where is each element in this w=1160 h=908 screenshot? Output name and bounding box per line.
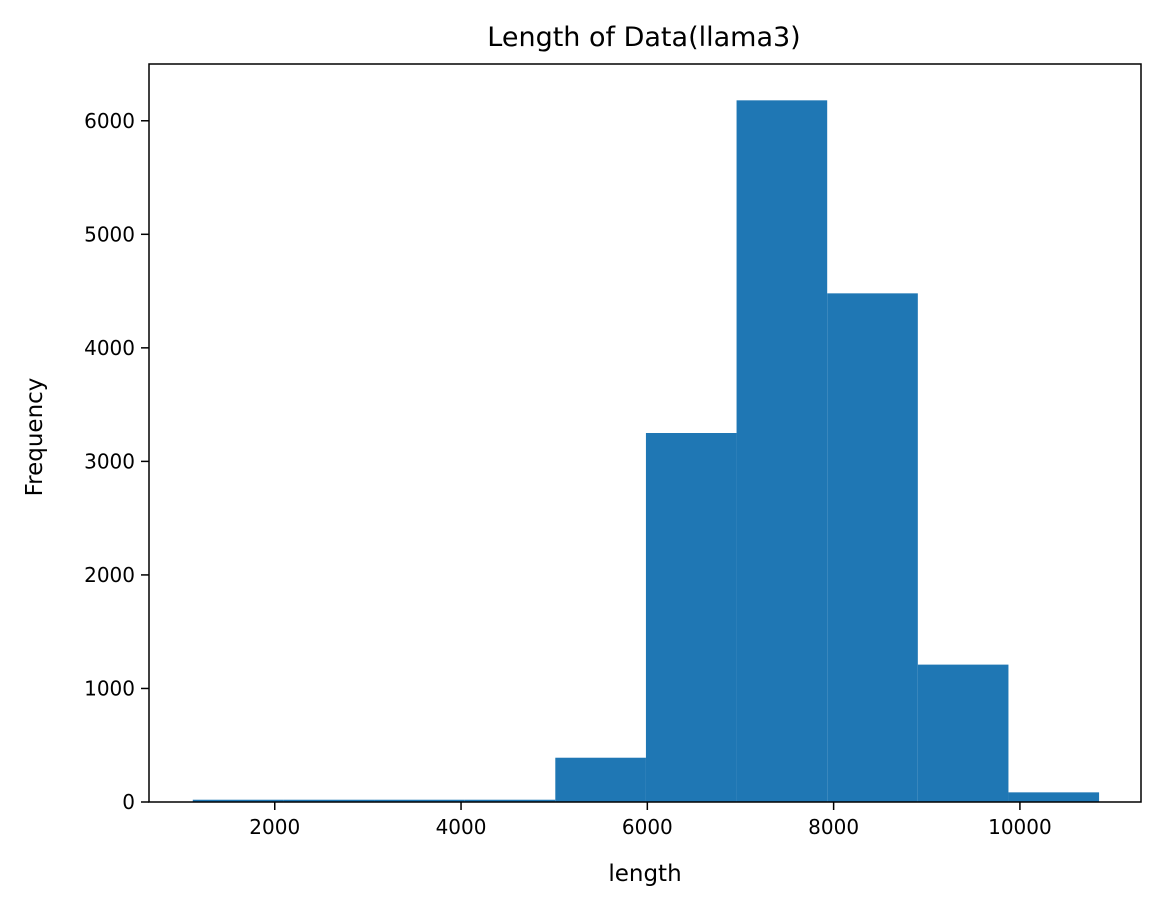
histogram-bar-7	[736, 100, 828, 803]
y-axis-label: Frequency	[22, 378, 48, 497]
histogram-bar-4	[464, 799, 556, 802]
x-tick-label: 8000	[808, 815, 859, 839]
x-axis-ticks: 2000 4000 6000 8000 10000	[249, 802, 1052, 839]
chart-title: Length of Data(llama3)	[487, 22, 800, 53]
x-tick-label: 10000	[988, 815, 1052, 839]
bars-group	[192, 100, 1100, 803]
x-tick-label: 2000	[249, 815, 300, 839]
y-tick-label: 0	[122, 790, 135, 814]
histogram-bar-9	[917, 664, 1009, 802]
histogram-bar-2	[283, 799, 375, 802]
y-tick-label: 6000	[84, 109, 135, 133]
x-tick-label: 4000	[436, 815, 487, 839]
x-tick-label: 6000	[622, 815, 673, 839]
y-axis-ticks: 0 1000 2000 3000 4000 5000 6000	[84, 109, 149, 814]
y-tick-label: 1000	[84, 676, 135, 700]
y-tick-label: 5000	[84, 222, 135, 246]
y-tick-label: 4000	[84, 336, 135, 360]
histogram-bar-6	[645, 433, 737, 802]
histogram-bar-8	[827, 293, 918, 802]
plot-frame	[148, 63, 1142, 803]
y-tick-label: 2000	[84, 563, 135, 587]
x-axis-label: length	[608, 861, 681, 887]
histogram-bar-5	[555, 757, 646, 802]
histogram-bar-10	[1008, 792, 1100, 802]
y-tick-label: 3000	[84, 449, 135, 473]
histogram-bar-1	[192, 799, 284, 802]
histogram-bar-3	[374, 799, 465, 802]
